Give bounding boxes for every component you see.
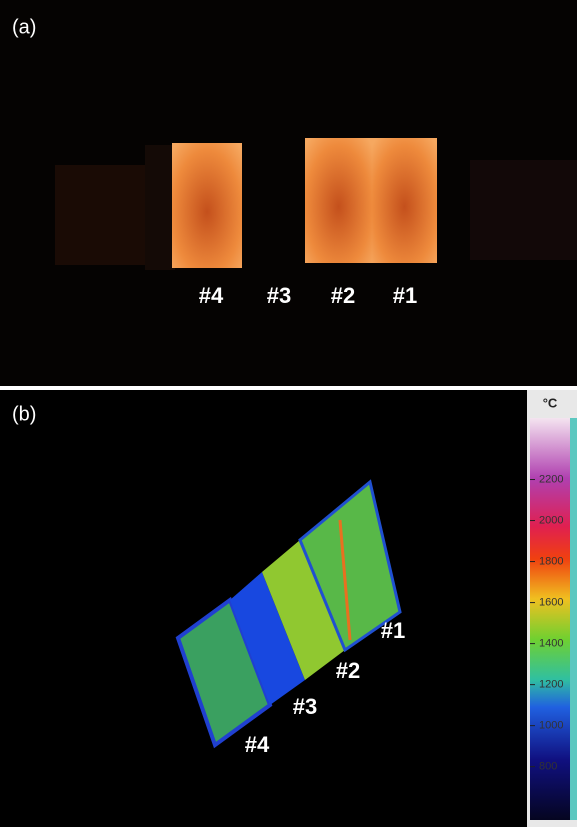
sample-label: #1 bbox=[381, 618, 405, 643]
panel-b: (b) °C bbox=[0, 390, 577, 827]
sample-label: #3 bbox=[293, 694, 317, 719]
colorbar-tick-label: 800 bbox=[539, 761, 557, 773]
sample-label: #1 bbox=[393, 283, 417, 308]
colorbar-tick-label: 1400 bbox=[539, 638, 563, 650]
sample-label: #2 bbox=[331, 283, 355, 308]
colorbar-tick-label: 1800 bbox=[539, 555, 563, 567]
figure: (a) (b) °C #4 #3 #2 #1 #4 #3 #2 #1 800 1000 1200 14… bbox=[0, 0, 577, 827]
sample-label: #3 bbox=[267, 283, 291, 308]
sample-label: #4 bbox=[199, 283, 224, 308]
sample-label: #2 bbox=[336, 658, 360, 683]
colorbar-tick-label: 2000 bbox=[539, 514, 563, 526]
panel-label: (b) bbox=[12, 403, 36, 425]
colorbar-tick-label: 2200 bbox=[539, 473, 563, 485]
sample-label: #4 bbox=[245, 732, 270, 757]
colorbar-tick-label: 1000 bbox=[539, 720, 563, 732]
panel-a: (a) bbox=[0, 0, 577, 386]
colorbar-tick-label: 1200 bbox=[539, 679, 563, 691]
panel-label: (a) bbox=[12, 16, 36, 38]
colorbar-tick-label: 1600 bbox=[539, 596, 563, 608]
colorbar-unit: °C bbox=[543, 395, 558, 410]
